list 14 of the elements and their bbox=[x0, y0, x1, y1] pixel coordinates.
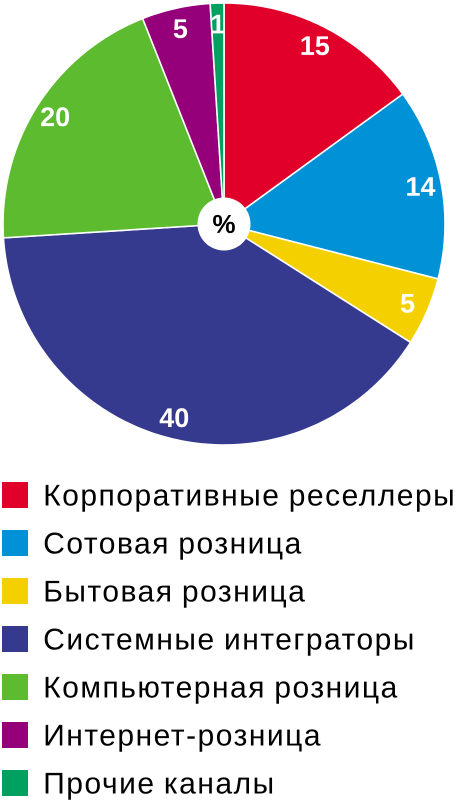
legend-label: Компьютерная розница bbox=[46, 676, 398, 704]
data-label: 15 bbox=[301, 36, 330, 56]
legend-label: Прочие каналы bbox=[46, 772, 272, 800]
data-label: 5 bbox=[400, 294, 414, 313]
data-label: 20 bbox=[41, 107, 70, 126]
legend-label: Бытовая розница bbox=[46, 580, 305, 608]
data-label: 14 bbox=[407, 177, 436, 196]
data-label: 5 bbox=[174, 19, 188, 38]
legend-label: Сотовая розница bbox=[44, 532, 302, 560]
text: % bbox=[213, 214, 235, 234]
legend-label: Корпоративные реселлеры bbox=[46, 484, 453, 512]
data-label: 40 bbox=[160, 408, 188, 428]
legend-label: Интернет-розница bbox=[46, 724, 321, 752]
legend-label: Системные интеграторы bbox=[44, 628, 412, 656]
